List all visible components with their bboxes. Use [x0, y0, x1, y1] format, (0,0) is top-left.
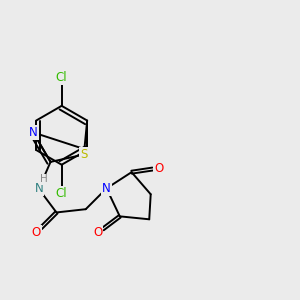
Text: O: O — [154, 162, 164, 175]
Text: H: H — [40, 175, 48, 184]
Text: N: N — [29, 126, 38, 139]
Text: O: O — [32, 226, 41, 239]
Text: Cl: Cl — [56, 187, 68, 200]
Text: N: N — [34, 182, 43, 195]
Text: N: N — [102, 182, 111, 195]
Text: S: S — [80, 148, 88, 161]
Text: O: O — [93, 226, 102, 239]
Text: Cl: Cl — [56, 71, 68, 84]
